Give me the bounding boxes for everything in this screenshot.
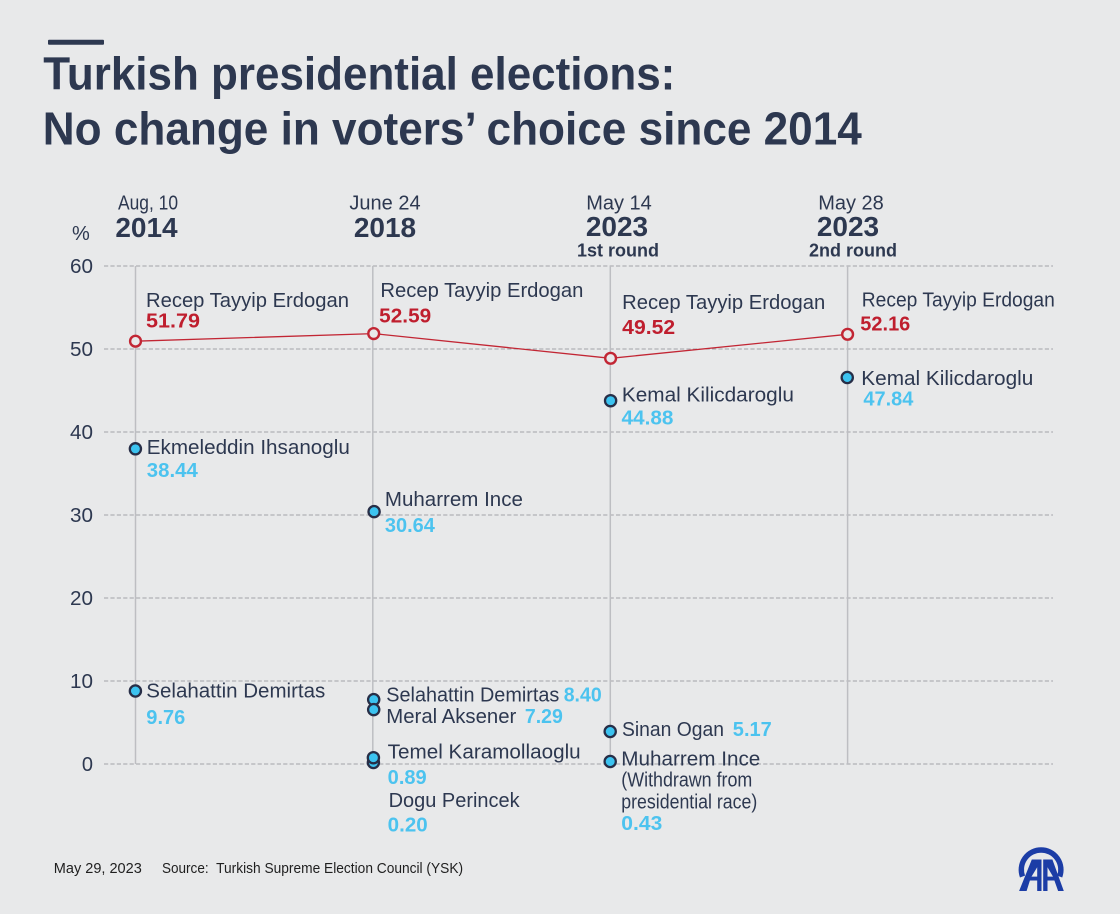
- svg-text:(Withdrawn from: (Withdrawn from: [621, 770, 752, 792]
- svg-text:May 14: May 14: [586, 193, 652, 215]
- svg-text:52.16: 52.16: [860, 314, 910, 336]
- svg-text:2023: 2023: [817, 211, 879, 242]
- svg-text:38.44: 38.44: [147, 460, 199, 482]
- svg-text:1st round: 1st round: [577, 241, 659, 261]
- svg-text:5.17: 5.17: [733, 719, 772, 741]
- svg-text:Muharrem Ince: Muharrem Ince: [385, 489, 523, 511]
- svg-text:Temel Karamollaoglu: Temel Karamollaoglu: [388, 741, 581, 763]
- svg-text:Recep Tayyip Erdogan: Recep Tayyip Erdogan: [146, 290, 349, 312]
- svg-text:60: 60: [70, 256, 93, 278]
- svg-text:June 24: June 24: [349, 193, 420, 215]
- svg-text:Selahattin Demirtas: Selahattin Demirtas: [386, 685, 559, 707]
- svg-text:Source:: Source:: [162, 860, 209, 877]
- svg-text:presidential race): presidential race): [621, 792, 757, 814]
- svg-text:Dogu Perincek: Dogu Perincek: [389, 790, 521, 812]
- svg-text:0.89: 0.89: [388, 767, 427, 789]
- svg-text:7.29: 7.29: [525, 706, 563, 728]
- svg-text:0.20: 0.20: [388, 814, 428, 836]
- svg-text:%: %: [72, 223, 90, 245]
- svg-text:50: 50: [70, 339, 93, 361]
- svg-text:2014: 2014: [115, 212, 178, 243]
- svg-text:0: 0: [82, 754, 93, 776]
- svg-text:0.43: 0.43: [621, 813, 662, 835]
- svg-text:49.52: 49.52: [622, 317, 675, 339]
- svg-text:Sinan Ogan: Sinan Ogan: [622, 719, 724, 741]
- svg-text:9.76: 9.76: [146, 707, 185, 729]
- svg-text:2nd round: 2nd round: [809, 241, 897, 261]
- svg-text:2018: 2018: [354, 212, 416, 243]
- svg-text:Recep Tayyip Erdogan: Recep Tayyip Erdogan: [622, 292, 825, 314]
- svg-text:Meral Aksener: Meral Aksener: [386, 706, 516, 728]
- svg-text:30: 30: [70, 505, 93, 527]
- svg-text:2023: 2023: [586, 211, 648, 242]
- svg-text:52.59: 52.59: [379, 306, 431, 328]
- svg-text:8.40: 8.40: [564, 685, 602, 707]
- svg-text:Turkish Supreme Election Counc: Turkish Supreme Election Council (YSK): [216, 860, 463, 877]
- svg-text:Aug, 10: Aug, 10: [118, 193, 178, 215]
- svg-text:Recep Tayyip Erdogan: Recep Tayyip Erdogan: [380, 280, 583, 302]
- svg-text:51.79: 51.79: [146, 310, 200, 332]
- svg-text:Ekmeleddin Ihsanoglu: Ekmeleddin Ihsanoglu: [147, 437, 350, 459]
- svg-text:47.84: 47.84: [863, 389, 914, 411]
- svg-text:Kemal Kilicdaroglu: Kemal Kilicdaroglu: [861, 368, 1033, 390]
- svg-text:Turkish presidential elections: Turkish presidential elections:: [43, 48, 675, 100]
- svg-text:Kemal Kilicdaroglu: Kemal Kilicdaroglu: [622, 385, 794, 407]
- svg-text:40: 40: [70, 422, 93, 444]
- svg-text:Selahattin Demirtas: Selahattin Demirtas: [146, 680, 325, 702]
- svg-text:Muharrem Ince: Muharrem Ince: [621, 749, 760, 771]
- svg-text:No change in voters’ choice si: No change in voters’ choice since 2014: [43, 103, 862, 155]
- svg-text:44.88: 44.88: [622, 408, 674, 430]
- svg-text:20: 20: [70, 588, 93, 610]
- svg-text:10: 10: [70, 671, 93, 693]
- svg-text:May 29, 2023: May 29, 2023: [54, 860, 142, 877]
- svg-text:May 28: May 28: [818, 193, 884, 215]
- svg-text:Recep Tayyip Erdogan: Recep Tayyip Erdogan: [862, 289, 1055, 311]
- svg-text:30.64: 30.64: [385, 515, 436, 537]
